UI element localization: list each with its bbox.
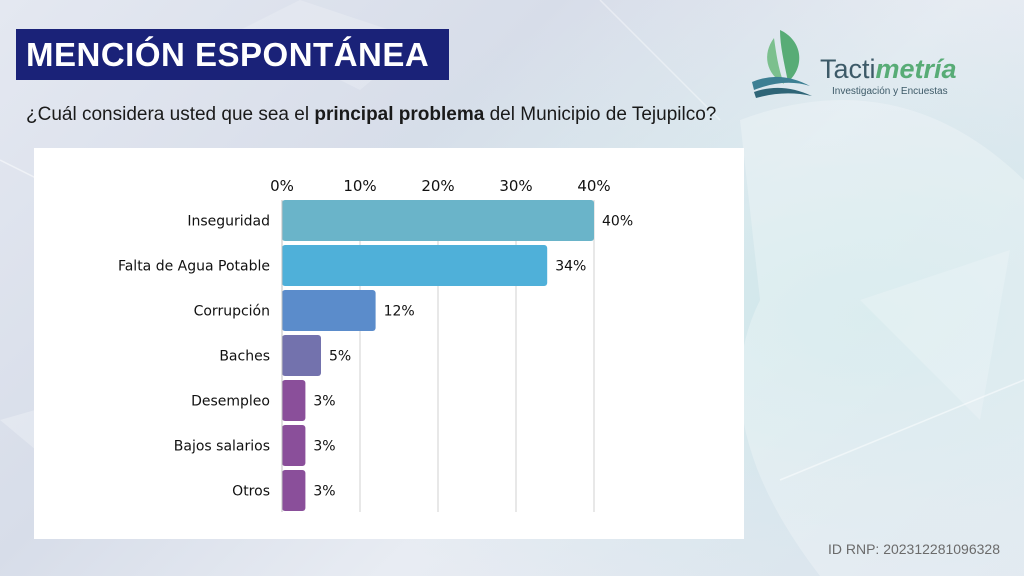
bar	[282, 290, 376, 331]
brand-tagline: Investigación y Encuestas	[832, 86, 948, 97]
category-label: Falta de Agua Potable	[118, 259, 270, 275]
page-title: MENCIÓN ESPONTÁNEA	[16, 29, 449, 80]
bar	[282, 200, 594, 241]
category-label: Desempleo	[191, 394, 270, 410]
brand-name: Tactimetría	[820, 54, 957, 85]
bar-chart: 0% 10% 20% 30% 40% Inseguridad 40% Falta de Agu…	[118, 177, 633, 512]
brand-name-accent: metría	[875, 54, 957, 84]
x-tick-label: 10%	[343, 177, 376, 195]
x-tick-label: 20%	[421, 177, 454, 195]
bar	[282, 335, 321, 376]
category-label: Corrupción	[194, 304, 270, 320]
value-label: 5%	[329, 349, 351, 365]
rnp-id: ID RNP: 202312281096328	[827, 541, 1000, 557]
leaf-wave-icon	[752, 30, 812, 98]
chart-panel: 0% 10% 20% 30% 40% Inseguridad 40% Falta de Agu…	[34, 148, 744, 539]
question-bold: principal problema	[314, 104, 485, 125]
brand-name-plain: Tacti	[820, 54, 876, 84]
value-label: 34%	[555, 259, 586, 275]
bar	[282, 245, 548, 286]
bar	[282, 470, 306, 511]
value-label: 40%	[602, 214, 633, 230]
bar	[282, 425, 306, 466]
question-post: del Municipio de Tejupilco?	[484, 104, 717, 125]
bar	[282, 380, 306, 421]
value-label: 3%	[313, 394, 335, 410]
x-tick-label: 0%	[270, 177, 294, 195]
brand-logo: Tactimetría Investigación y Encuestas	[750, 26, 1000, 102]
question-text: ¿Cuál considera usted que sea el princip…	[26, 104, 716, 126]
value-label: 3%	[313, 439, 335, 455]
category-label: Bajos salarios	[174, 439, 270, 455]
category-label: Baches	[219, 349, 270, 365]
category-label: Otros	[232, 484, 270, 500]
x-tick-label: 40%	[577, 177, 610, 195]
value-label: 3%	[313, 484, 335, 500]
value-label: 12%	[384, 304, 415, 320]
question-pre: ¿Cuál considera usted que sea el	[26, 104, 315, 125]
category-label: Inseguridad	[187, 214, 270, 230]
x-tick-label: 30%	[499, 177, 532, 195]
